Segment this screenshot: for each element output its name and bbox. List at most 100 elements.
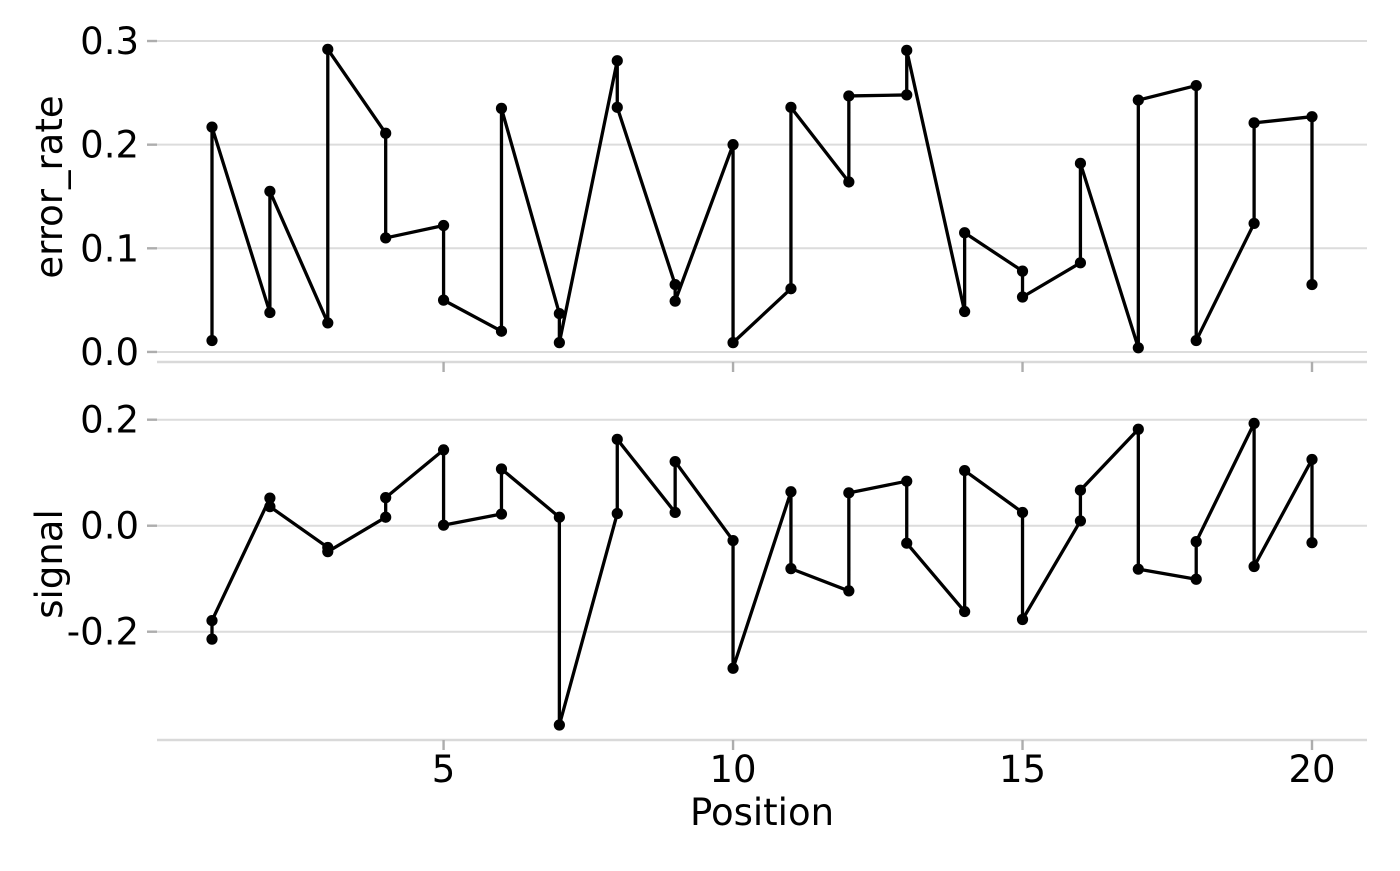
- data-point: [495, 325, 508, 337]
- data-point: [611, 507, 623, 520]
- x-axis-title: Position: [690, 791, 834, 834]
- y-tick-label: 0.0: [80, 331, 139, 374]
- y-tick-label: 0.2: [80, 399, 139, 442]
- data-point: [959, 464, 971, 477]
- data-point: [785, 486, 797, 498]
- data-point: [669, 506, 681, 519]
- data-point: [611, 101, 623, 113]
- data-point: [264, 306, 276, 319]
- data-point: [785, 283, 797, 295]
- data-point: [1190, 79, 1202, 92]
- x-tick-label: 15: [999, 748, 1046, 791]
- data-point: [553, 337, 565, 349]
- data-point: [959, 227, 971, 239]
- data-point: [437, 294, 450, 306]
- data-point: [669, 278, 681, 291]
- data-point: [206, 334, 218, 347]
- y-axis-title-error_rate: error_rate: [28, 95, 71, 278]
- data-point: [264, 492, 276, 504]
- data-point: [495, 463, 508, 475]
- data-point: [380, 492, 392, 504]
- data-point: [785, 563, 797, 575]
- data-point: [1306, 278, 1318, 291]
- data-point: [1190, 573, 1202, 585]
- data-point: [1016, 265, 1029, 277]
- data-point: [843, 90, 855, 102]
- data-point: [553, 719, 565, 731]
- y-axis-title-signal: signal: [28, 509, 71, 618]
- data-point: [495, 508, 508, 520]
- data-point: [1016, 613, 1029, 626]
- x-axis: 5 10 15 20 Position: [432, 748, 1336, 834]
- data-point: [843, 585, 855, 597]
- data-point: [843, 487, 855, 499]
- data-point: [959, 605, 971, 618]
- data-point: [1190, 536, 1202, 548]
- data-point: [437, 519, 450, 531]
- data-point: [901, 475, 913, 487]
- data-point: [380, 127, 392, 139]
- data-point: [1248, 117, 1260, 129]
- data-point: [1248, 217, 1260, 230]
- data-point: [901, 89, 913, 101]
- y-tick-label: 0.1: [80, 227, 139, 270]
- data-point: [1132, 94, 1144, 106]
- data-point: [322, 317, 334, 329]
- y-tick-label: -0.2: [67, 611, 139, 654]
- data-point: [1248, 417, 1260, 430]
- data-point: [1306, 453, 1318, 466]
- data-point: [1016, 291, 1029, 303]
- data-point: [785, 101, 797, 113]
- data-point: [264, 185, 276, 197]
- data-point: [727, 662, 739, 674]
- data-point: [380, 511, 392, 523]
- data-point: [553, 307, 565, 320]
- data-point: [206, 121, 218, 133]
- data-point: [264, 501, 276, 513]
- data-point: [380, 232, 392, 244]
- data-point: [901, 537, 913, 549]
- data-point: [669, 455, 681, 468]
- data-point: [553, 511, 565, 523]
- data-line-error_rate: [210, 47, 1314, 350]
- data-point: [1132, 342, 1144, 354]
- data-point: [1306, 537, 1318, 549]
- x-tick-label: 10: [710, 748, 757, 791]
- y-tick-label: 0.3: [80, 20, 139, 63]
- data-point: [611, 433, 623, 445]
- data-point: [727, 534, 739, 547]
- data-point: [1190, 334, 1202, 347]
- data-point: [206, 614, 218, 627]
- data-point: [322, 43, 334, 55]
- data-point: [727, 139, 739, 151]
- x-tick-label: 20: [1288, 748, 1335, 791]
- data-point: [1016, 506, 1029, 519]
- data-point: [1248, 560, 1260, 573]
- data-point: [611, 55, 623, 67]
- data-point: [1074, 515, 1087, 527]
- data-point: [843, 176, 855, 188]
- x-tick-label: 5: [432, 748, 456, 791]
- data-point: [669, 295, 681, 307]
- data-point: [437, 219, 450, 232]
- data-line-signal: [210, 421, 1314, 727]
- data-point: [1132, 423, 1144, 435]
- data-point: [727, 337, 739, 349]
- data-point: [1074, 157, 1087, 169]
- data-point: [495, 102, 508, 114]
- y-tick-label: 0.0: [80, 505, 139, 548]
- data-point: [437, 444, 450, 456]
- data-point: [901, 44, 913, 56]
- data-point: [1132, 563, 1144, 575]
- data-point: [1074, 257, 1087, 269]
- data-point: [322, 546, 334, 558]
- data-point: [1306, 111, 1318, 123]
- data-point: [959, 305, 971, 318]
- data-point: [1074, 484, 1087, 496]
- y-tick-label: 0.2: [80, 124, 139, 167]
- data-point: [206, 633, 218, 645]
